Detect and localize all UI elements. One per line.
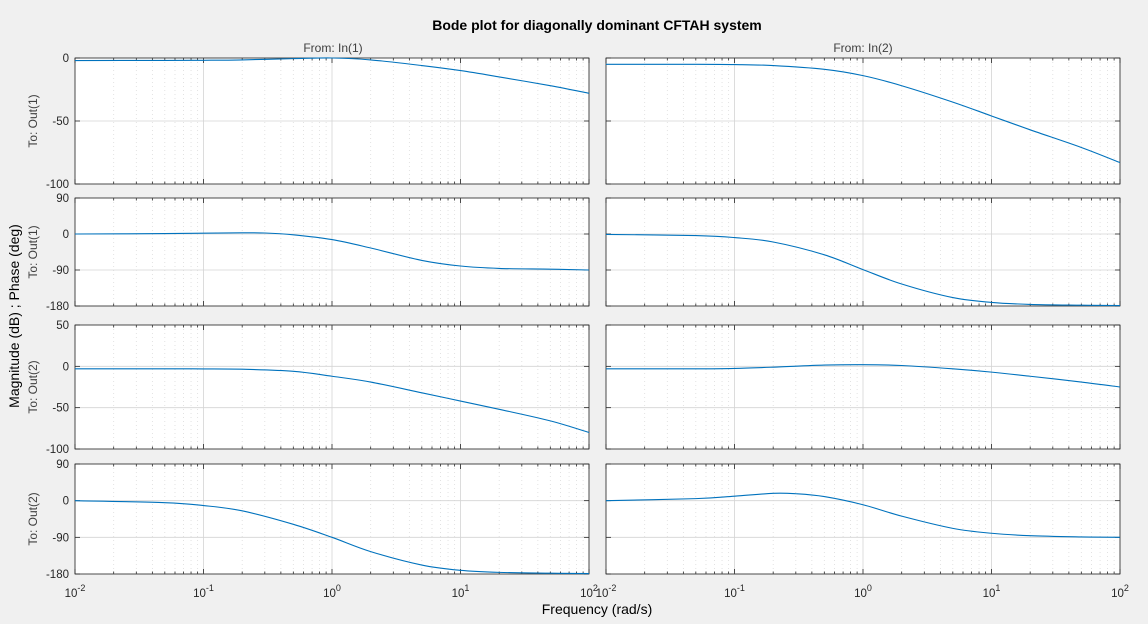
panel-frame xyxy=(74,197,590,307)
x-tick-label: 102 xyxy=(1111,583,1129,600)
series-line-r3-c0 xyxy=(74,500,590,575)
x-tick-label: 10-1 xyxy=(193,583,214,600)
panel-r0-c1 xyxy=(605,57,1121,185)
panels: 0 -50 -100 To: Out(1) 90 0 -90 -180 To: Out(1) 50… xyxy=(26,53,1129,600)
panel-frame xyxy=(605,463,1121,575)
panel-r0-c0: 0 -50 -100 xyxy=(46,53,590,191)
x-tick-label: 101 xyxy=(452,583,470,600)
y-tick-label: -90 xyxy=(52,265,69,277)
column-title-in1: From: In(1) xyxy=(303,41,362,55)
panel-r2-c1 xyxy=(605,324,1121,450)
panel-r3-c1 xyxy=(605,463,1121,575)
x-tick-label: 10-1 xyxy=(724,583,745,600)
y-tick-label: 50 xyxy=(56,320,69,332)
chart-title: Bode plot for diagonally dominant CFTAH … xyxy=(432,17,762,33)
y-tick-label: 90 xyxy=(56,459,69,471)
y-tick-label: -50 xyxy=(52,403,69,415)
panel-frame xyxy=(605,197,1121,307)
x-tick-label: 10-2 xyxy=(65,583,86,600)
y-tick-label: -100 xyxy=(46,179,69,191)
panel-frame xyxy=(74,324,590,450)
panel-r1-c0: 90 0 -90 -180 xyxy=(46,193,590,313)
x-tick-label: 100 xyxy=(854,583,872,600)
y-tick-label: -90 xyxy=(52,532,69,544)
x-tick-label: 100 xyxy=(323,583,341,600)
row-label-2: To: Out(2) xyxy=(26,360,40,413)
series-line-r2-c0 xyxy=(74,368,590,433)
x-tick-label: 102 xyxy=(580,583,598,600)
panel-frame xyxy=(74,463,590,575)
y-tick-label: 0 xyxy=(63,361,69,373)
y-tick-label: 90 xyxy=(56,193,69,205)
y-tick-label: -100 xyxy=(46,444,69,456)
series-line-r0-c1 xyxy=(605,63,1121,164)
column-title-in2: From: In(2) xyxy=(833,41,892,55)
y-tick-label: -50 xyxy=(52,116,69,128)
series-line-r0-c0 xyxy=(74,57,590,94)
x-tick-label: 101 xyxy=(983,583,1001,600)
x-tick-label: 10-2 xyxy=(596,583,617,600)
y-tick-label: -180 xyxy=(46,569,69,581)
y-tick-label: -180 xyxy=(46,301,69,313)
y-tick-label: 0 xyxy=(63,496,69,508)
y-axis-label: Magnitude (dB) ; Phase (deg) xyxy=(6,224,22,408)
panel-frame xyxy=(605,57,1121,185)
panel-r2-c0: 50 0 -50 -100 xyxy=(46,320,590,456)
row-label-1: To: Out(1) xyxy=(26,225,40,278)
row-label-3: To: Out(2) xyxy=(26,492,40,545)
series-line-r2-c1 xyxy=(605,364,1121,388)
row-label-0: To: Out(1) xyxy=(26,94,40,147)
y-tick-label: 0 xyxy=(63,229,69,241)
panel-r1-c1 xyxy=(605,197,1121,307)
series-line-r1-c0 xyxy=(74,232,590,271)
series-line-r3-c1 xyxy=(605,492,1121,538)
series-line-r1-c1 xyxy=(605,233,1121,307)
y-tick-label: 0 xyxy=(63,53,69,65)
x-axis-label: Frequency (rad/s) xyxy=(542,601,652,617)
panel-r3-c0: 90 0 -90 -180 xyxy=(46,459,590,581)
